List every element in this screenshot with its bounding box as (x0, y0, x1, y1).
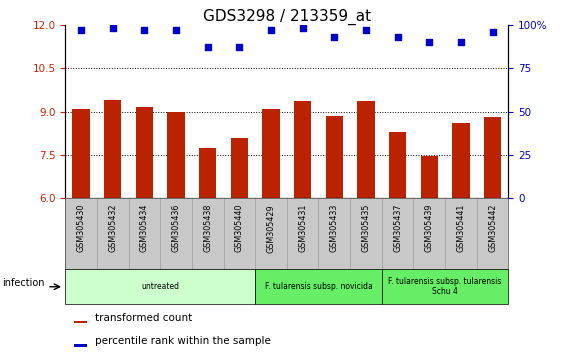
Bar (382, 269, 508, 304)
Text: GSM305435: GSM305435 (361, 204, 370, 252)
Text: GSM305432: GSM305432 (108, 204, 117, 252)
Bar (136, 107, 153, 198)
Text: percentile rank within the sample: percentile rank within the sample (95, 336, 271, 346)
Text: F. tularensis subsp. tularensis
Schu 4: F. tularensis subsp. tularensis Schu 4 (389, 277, 502, 296)
Text: GSM305439: GSM305439 (425, 204, 434, 252)
Bar (104, 100, 122, 198)
Text: GSM305433: GSM305433 (330, 204, 339, 252)
Bar (168, 112, 185, 198)
Text: GSM305438: GSM305438 (203, 204, 212, 252)
Bar (199, 148, 216, 198)
Point (456, 39, 465, 45)
Text: GSM305441: GSM305441 (457, 204, 465, 252)
Bar (294, 101, 311, 198)
Text: GSM305431: GSM305431 (298, 204, 307, 252)
Text: untreated: untreated (141, 282, 179, 291)
Bar (74, 344, 86, 347)
Text: GSM305437: GSM305437 (393, 204, 402, 252)
Bar (357, 101, 375, 198)
Bar (65, 269, 255, 304)
Bar (255, 269, 382, 304)
Point (140, 27, 149, 33)
Text: GSM305430: GSM305430 (77, 204, 86, 252)
Text: GSM305440: GSM305440 (235, 204, 244, 252)
Bar (484, 117, 501, 198)
Text: F. tularensis subsp. novicida: F. tularensis subsp. novicida (265, 282, 373, 291)
Point (266, 27, 275, 33)
Bar (73, 109, 90, 198)
Bar (262, 109, 279, 198)
Text: infection: infection (3, 278, 45, 288)
Point (77, 27, 86, 33)
Point (361, 27, 370, 33)
Point (172, 27, 181, 33)
Point (425, 39, 434, 45)
Point (108, 25, 118, 31)
Point (203, 45, 212, 50)
Text: GSM305434: GSM305434 (140, 204, 149, 252)
Bar (389, 132, 406, 198)
Text: GSM305436: GSM305436 (172, 204, 181, 252)
Point (235, 45, 244, 50)
Bar (420, 156, 438, 198)
Bar (325, 116, 343, 198)
Point (330, 34, 339, 40)
Point (298, 25, 307, 31)
Bar (452, 123, 470, 198)
Text: transformed count: transformed count (95, 313, 193, 323)
Point (488, 29, 497, 35)
Text: GSM305429: GSM305429 (266, 204, 275, 252)
Point (393, 34, 402, 40)
Text: GSM305442: GSM305442 (488, 204, 497, 252)
Title: GDS3298 / 213359_at: GDS3298 / 213359_at (203, 8, 371, 25)
Bar (74, 321, 86, 323)
Bar (231, 137, 248, 198)
